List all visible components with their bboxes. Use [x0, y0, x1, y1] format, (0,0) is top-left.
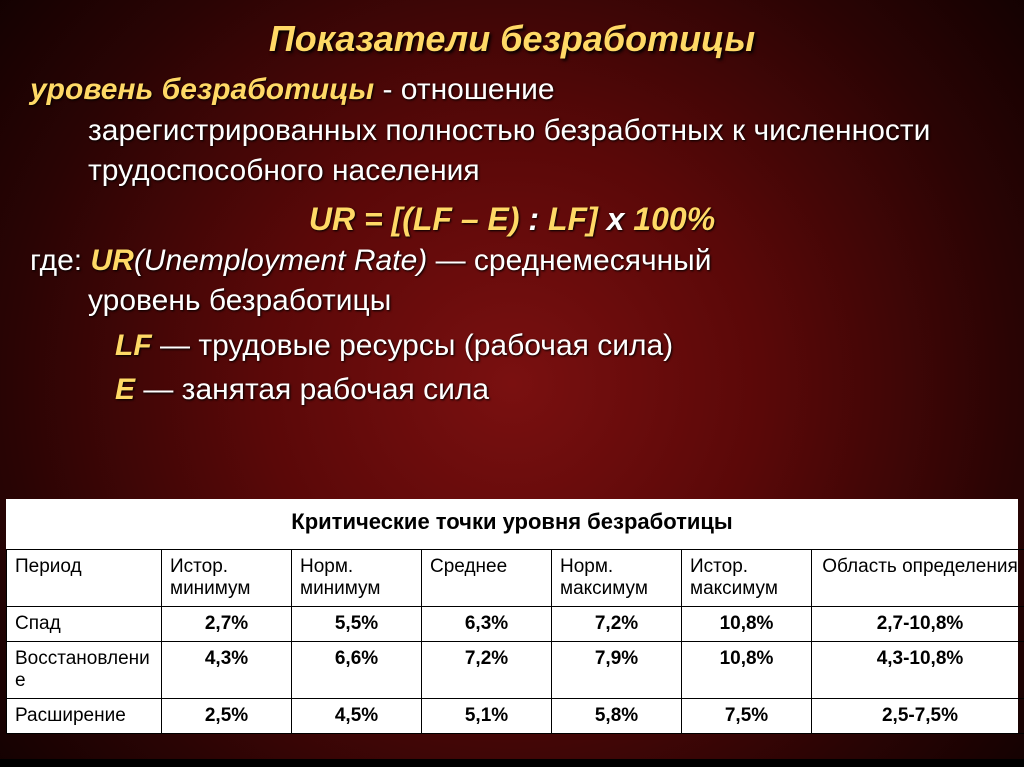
lf-line: LF — трудовые ресурсы (рабочая сила): [30, 326, 994, 367]
table-cell: 7,2%: [422, 642, 552, 699]
table-cell: 7,5%: [682, 699, 812, 734]
formula-part-2: LF]: [548, 201, 598, 237]
where-ur-line: где: UR(Unemployment Rate) — среднемесяч…: [30, 241, 994, 322]
ur-desc-2: уровень безработицы: [30, 281, 994, 322]
formula: UR = [(LF – E) : LF] x 100%: [30, 198, 994, 241]
body-text: уровень безработицы - отношение зарегист…: [0, 60, 1024, 411]
table-cell: 5,1%: [422, 699, 552, 734]
e-symbol: E: [115, 373, 135, 406]
slide-title: Показатели безработицы: [0, 0, 1024, 60]
table-cell: 10,8%: [682, 607, 812, 642]
ur-desc: — среднемесячный: [427, 244, 711, 277]
table-cell: 7,9%: [552, 642, 682, 699]
slide: Показатели безработицы уровень безработи…: [0, 0, 1024, 767]
table-header: Норм. минимум: [292, 550, 422, 607]
definition-line: уровень безработицы - отношение зарегист…: [30, 70, 994, 192]
table-row: Спад 2,7% 5,5% 6,3% 7,2% 10,8% 2,7-10,8%: [7, 607, 1024, 642]
table-header: Среднее: [422, 550, 552, 607]
lf-desc: — трудовые ресурсы (рабочая сила): [152, 329, 673, 362]
table-cell: 5,5%: [292, 607, 422, 642]
table-row: Восстановление 4,3% 6,6% 7,2% 7,9% 10,8%…: [7, 642, 1024, 699]
table-header-row: Период Истор. минимум Норм. минимум Сред…: [7, 550, 1024, 607]
table-cell-period: Расширение: [7, 699, 162, 734]
formula-part-3: 100%: [633, 201, 715, 237]
definition-text-2: зарегистрированных полностью безработных…: [30, 111, 994, 192]
table-cell-period: Восстановление: [7, 642, 162, 699]
table-row: Расширение 2,5% 4,5% 5,1% 5,8% 7,5% 2,5-…: [7, 699, 1024, 734]
table-cell: 2,7-10,8%: [812, 607, 1024, 642]
definition-term: уровень безработицы: [30, 73, 374, 106]
ur-italic: (Unemployment Rate): [134, 244, 427, 277]
ur-symbol: UR: [90, 244, 133, 277]
e-desc: — занятая рабочая сила: [135, 373, 489, 406]
table-header: Норм. максимум: [552, 550, 682, 607]
table-cell: 5,8%: [552, 699, 682, 734]
table-header: Период: [7, 550, 162, 607]
table-container: Критические точки уровня безработицы Пер…: [6, 499, 1018, 734]
bottom-bar: [0, 759, 1024, 767]
formula-part-1: UR = [(LF – E): [309, 201, 520, 237]
table-cell: 10,8%: [682, 642, 812, 699]
table-cell: 4,3%: [162, 642, 292, 699]
formula-op-1: :: [520, 201, 548, 237]
definition-text-1: - отношение: [374, 73, 554, 106]
table-header: Область определения: [812, 550, 1024, 607]
table-cell: 2,7%: [162, 607, 292, 642]
lf-symbol: LF: [115, 329, 152, 362]
table-cell: 4,3-10,8%: [812, 642, 1024, 699]
table-cell: 2,5-7,5%: [812, 699, 1024, 734]
data-table: Период Истор. минимум Норм. минимум Сред…: [6, 549, 1024, 734]
where-word: где:: [30, 244, 90, 277]
e-line: E — занятая рабочая сила: [30, 370, 994, 411]
table-header: Истор. минимум: [162, 550, 292, 607]
table-cell: 7,2%: [552, 607, 682, 642]
table-title: Критические точки уровня безработицы: [6, 499, 1018, 549]
table-cell: 4,5%: [292, 699, 422, 734]
formula-op-2: x: [598, 201, 634, 237]
table-cell: 6,3%: [422, 607, 552, 642]
table-cell: 2,5%: [162, 699, 292, 734]
table-cell-period: Спад: [7, 607, 162, 642]
table-header: Истор. максимум: [682, 550, 812, 607]
table-cell: 6,6%: [292, 642, 422, 699]
